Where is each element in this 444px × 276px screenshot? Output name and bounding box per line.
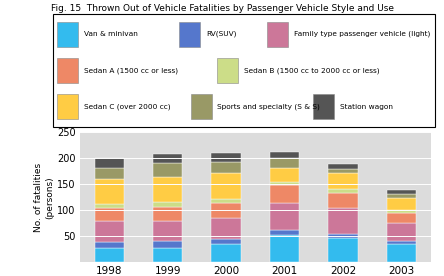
Bar — [270, 152, 299, 158]
Bar — [329, 164, 357, 169]
Text: RV(SUV): RV(SUV) — [206, 31, 237, 38]
Bar — [270, 158, 299, 168]
Bar — [329, 169, 357, 173]
Bar — [329, 173, 357, 189]
Text: Family type passenger vehicle (light): Family type passenger vehicle (light) — [294, 31, 430, 38]
Bar — [95, 248, 124, 262]
Bar — [153, 177, 182, 202]
Bar — [329, 208, 357, 234]
Bar — [153, 154, 182, 163]
Bar — [153, 242, 182, 248]
FancyBboxPatch shape — [218, 58, 238, 83]
FancyBboxPatch shape — [57, 94, 78, 119]
Bar — [211, 218, 241, 239]
Bar — [95, 221, 124, 243]
FancyBboxPatch shape — [57, 58, 78, 83]
FancyBboxPatch shape — [179, 22, 200, 47]
Bar — [211, 162, 241, 174]
Bar — [270, 230, 299, 235]
Bar — [211, 174, 241, 200]
Text: Van & minivan: Van & minivan — [84, 31, 138, 37]
Bar — [95, 243, 124, 248]
Bar — [95, 158, 124, 168]
Bar — [387, 210, 416, 213]
Bar — [95, 208, 124, 221]
FancyBboxPatch shape — [313, 94, 334, 119]
Bar — [211, 239, 241, 244]
Bar — [270, 185, 299, 203]
Bar — [153, 207, 182, 221]
Bar — [153, 221, 182, 242]
Bar — [95, 179, 124, 204]
Text: Sedan B (1500 cc to 2000 cc or less): Sedan B (1500 cc to 2000 cc or less) — [244, 67, 380, 74]
Bar — [387, 194, 416, 198]
Bar — [329, 193, 357, 208]
FancyBboxPatch shape — [57, 22, 78, 47]
Text: Station wagon: Station wagon — [340, 104, 392, 110]
Bar — [387, 213, 416, 223]
Bar — [387, 198, 416, 210]
Bar — [329, 189, 357, 193]
Bar — [95, 204, 124, 208]
Bar — [211, 244, 241, 262]
Bar — [270, 168, 299, 182]
FancyBboxPatch shape — [267, 22, 288, 47]
Bar — [387, 223, 416, 241]
Bar — [153, 202, 182, 207]
Bar — [387, 241, 416, 244]
Bar — [270, 235, 299, 262]
Bar — [211, 153, 241, 162]
Bar — [270, 182, 299, 185]
Bar — [153, 248, 182, 262]
Bar — [270, 203, 299, 230]
Bar — [387, 244, 416, 262]
Y-axis label: No. of fatalities
(persons): No. of fatalities (persons) — [34, 163, 54, 232]
FancyBboxPatch shape — [191, 94, 212, 119]
Text: Sports and specialty (S & S): Sports and specialty (S & S) — [218, 103, 321, 110]
Bar — [387, 190, 416, 194]
Bar — [329, 238, 357, 262]
Text: Sedan A (1500 cc or less): Sedan A (1500 cc or less) — [84, 67, 178, 74]
Bar — [153, 163, 182, 177]
Bar — [211, 203, 241, 218]
Bar — [329, 234, 357, 238]
Text: Sedan C (over 2000 cc): Sedan C (over 2000 cc) — [84, 103, 170, 110]
Bar — [211, 200, 241, 203]
Text: Fig. 15  Thrown Out of Vehicle Fatalities by Passenger Vehicle Style and Use: Fig. 15 Thrown Out of Vehicle Fatalities… — [51, 4, 393, 13]
Bar — [95, 168, 124, 179]
